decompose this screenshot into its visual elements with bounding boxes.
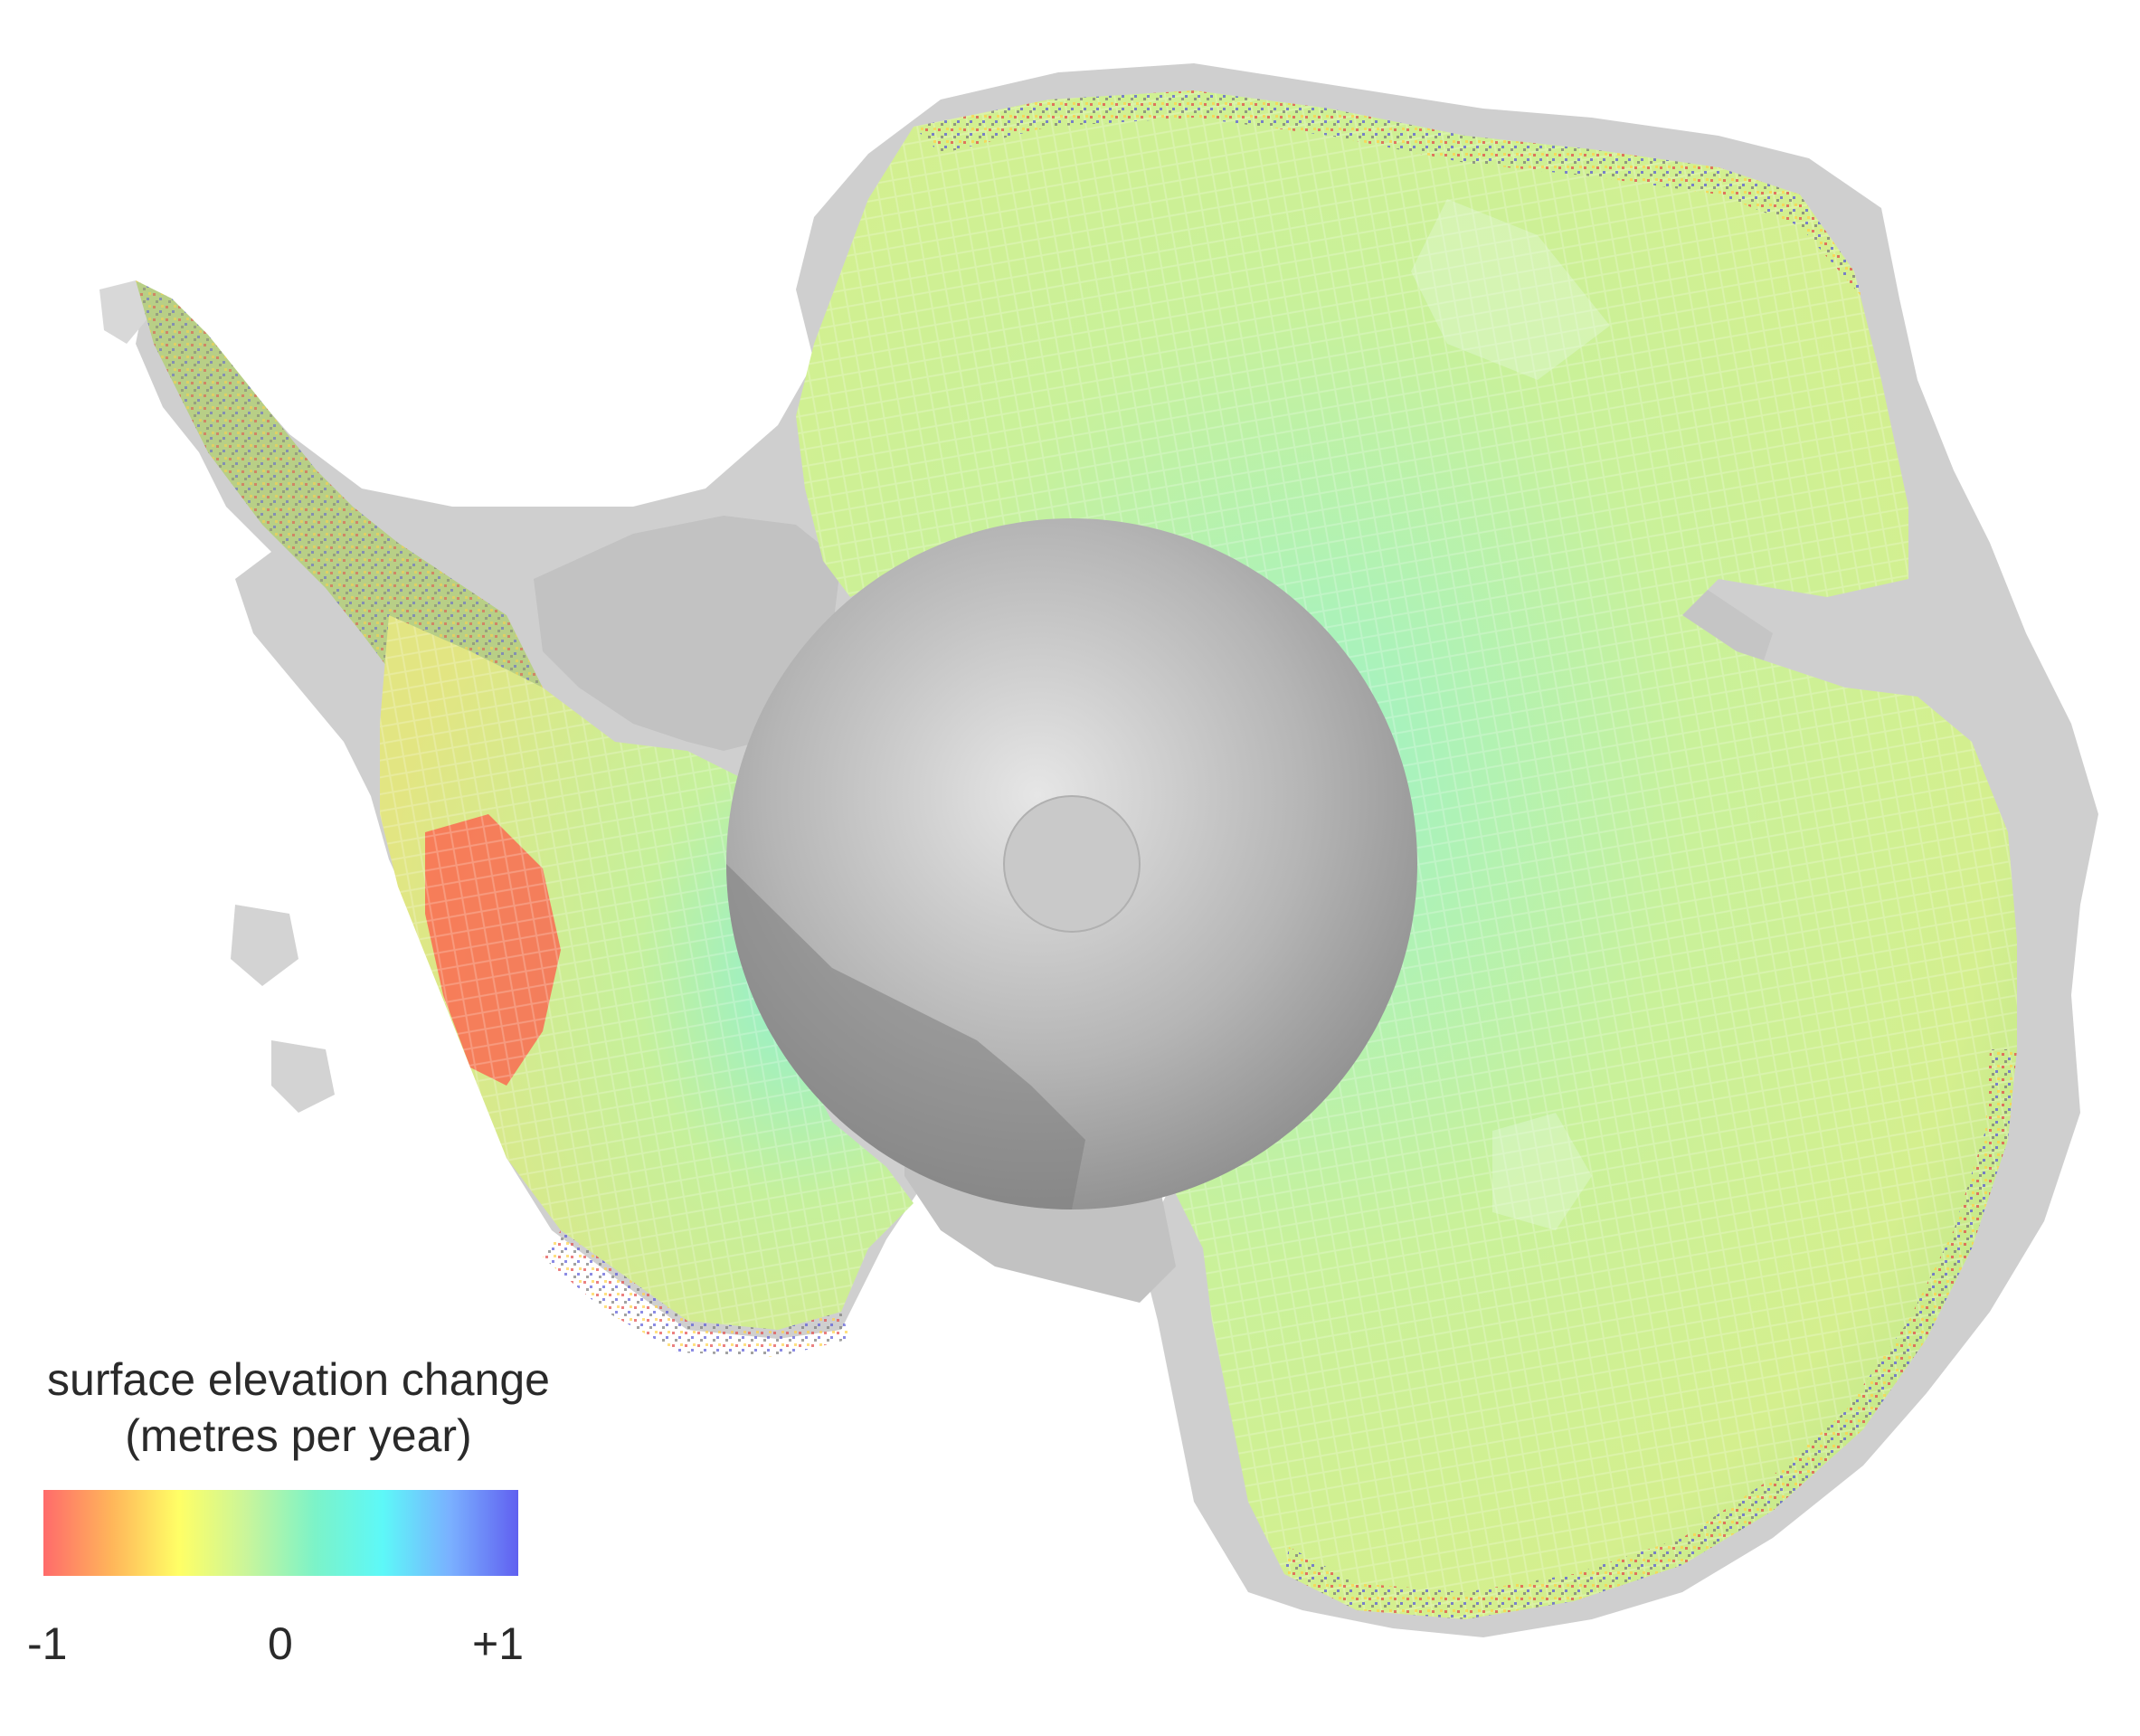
legend-title: surface elevation change xyxy=(47,1354,550,1405)
west-antarctica xyxy=(380,615,914,1357)
scale-mid-label: 0 xyxy=(268,1618,293,1669)
legend-units: (metres per year) xyxy=(125,1410,472,1461)
polar-data-gap xyxy=(726,518,1417,1210)
scale-min-label: -1 xyxy=(27,1618,68,1669)
antarctic-peninsula xyxy=(136,280,543,742)
scale-max-label: +1 xyxy=(472,1618,525,1669)
south-pole-hole xyxy=(1003,795,1141,933)
color-scale-bar xyxy=(43,1490,518,1576)
legend: surface elevation change (metres per yea… xyxy=(0,1352,597,1696)
